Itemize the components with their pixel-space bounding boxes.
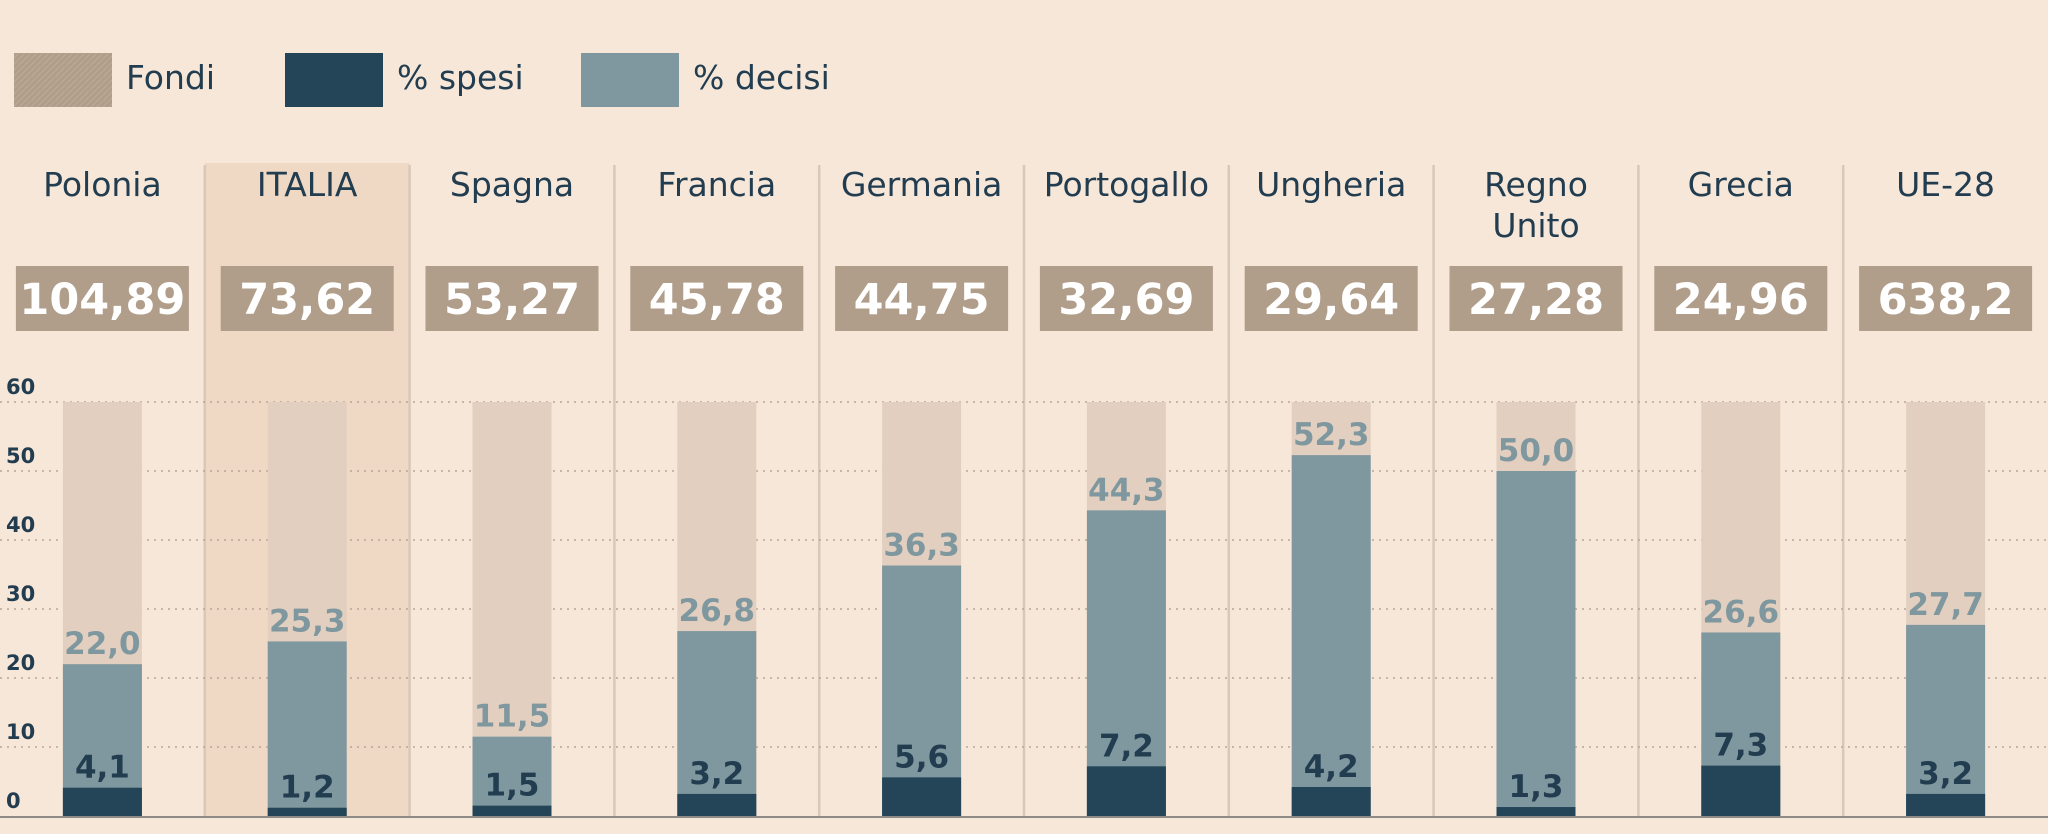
- fondi-box: [1244, 266, 1418, 331]
- category-label: Grecia: [1688, 165, 1794, 204]
- legend-swatch: [285, 53, 383, 107]
- fondi-value: 73,62: [239, 275, 375, 325]
- data-label-spesi: 3,2: [689, 756, 744, 792]
- fondi-box: [835, 266, 1009, 331]
- y-tick-label: 20: [6, 651, 35, 675]
- fondi-box: [1654, 266, 1828, 331]
- bar-decisi: [1291, 455, 1371, 816]
- data-label-decisi: 11,5: [474, 699, 551, 735]
- bar-decisi: [267, 641, 347, 816]
- y-tick-label: 50: [6, 444, 35, 468]
- bar-spesi: [1906, 793, 1986, 816]
- legend-swatch: [581, 53, 679, 107]
- bar-spesi: [62, 787, 142, 816]
- bar-spesi: [1291, 787, 1371, 816]
- fondi-value: 53,27: [444, 275, 580, 325]
- data-label-decisi: 50,0: [1498, 433, 1575, 469]
- data-label-spesi: 1,3: [1509, 769, 1564, 805]
- data-label-decisi: 26,6: [1703, 594, 1780, 630]
- fondi-box: [630, 266, 804, 331]
- fondi-value: 44,75: [854, 275, 990, 325]
- fondi-value: 29,64: [1263, 275, 1399, 325]
- category-label: Portogallo: [1044, 165, 1209, 204]
- bar-decisi: [1496, 471, 1576, 816]
- data-label-decisi: 22,0: [64, 626, 141, 662]
- bar-decisi: [882, 565, 962, 816]
- bar-spesi: [472, 805, 552, 816]
- legend-label: Fondi: [126, 58, 215, 97]
- fondi-box: [1039, 266, 1213, 331]
- data-label-decisi: 52,3: [1293, 417, 1370, 453]
- fondi-value: 24,96: [1673, 275, 1809, 325]
- fondi-value: 104,89: [19, 275, 185, 325]
- fondi-box: [220, 266, 394, 331]
- bar-decisi: [1906, 624, 1986, 816]
- y-tick-label: 30: [6, 582, 35, 606]
- data-label-spesi: 1,2: [280, 770, 335, 806]
- category-label: Ungheria: [1256, 165, 1406, 204]
- legend-label: % decisi: [693, 58, 830, 97]
- fondi-box: [15, 266, 189, 331]
- fondi-value: 45,78: [649, 275, 785, 325]
- data-label-decisi: 44,3: [1088, 472, 1165, 508]
- y-tick-label: 0: [6, 789, 21, 813]
- data-label-spesi: 4,1: [75, 750, 130, 786]
- fondi-value: 638,2: [1878, 275, 2014, 325]
- fondi-box: [1859, 266, 2033, 331]
- y-tick-label: 40: [6, 513, 35, 537]
- data-label-spesi: 5,6: [894, 739, 949, 775]
- y-tick-label: 10: [6, 720, 35, 744]
- legend-label: % spesi: [397, 58, 524, 97]
- data-label-spesi: 7,3: [1713, 728, 1768, 764]
- fondi-box: [425, 266, 599, 331]
- category-label: Spagna: [450, 165, 574, 204]
- category-label: Regno: [1484, 165, 1588, 204]
- fondi-box: [1449, 266, 1623, 331]
- legend-swatch: [14, 53, 112, 107]
- category-label: Germania: [841, 165, 1003, 204]
- bar-spesi: [882, 777, 962, 816]
- data-label-decisi: 26,8: [679, 593, 756, 629]
- category-label: UE-28: [1896, 165, 1995, 204]
- data-label-decisi: 25,3: [269, 603, 346, 639]
- bar-decisi: [677, 631, 757, 816]
- bar-spesi: [1701, 765, 1781, 816]
- data-label-decisi: 27,7: [1907, 587, 1984, 623]
- bar-spesi: [677, 793, 757, 816]
- data-label-decisi: 36,3: [883, 528, 960, 564]
- category-label: Francia: [657, 165, 776, 204]
- data-label-spesi: 1,5: [485, 768, 540, 804]
- data-label-spesi: 4,2: [1304, 749, 1359, 785]
- y-tick-label: 60: [6, 375, 35, 399]
- category-label: Polonia: [43, 165, 162, 204]
- data-label-spesi: 3,2: [1918, 756, 1973, 792]
- category-label: Unito: [1492, 206, 1579, 245]
- category-label: ITALIA: [257, 165, 358, 204]
- fondi-value: 27,28: [1468, 275, 1604, 325]
- bar-spesi: [1086, 766, 1166, 816]
- data-label-spesi: 7,2: [1099, 728, 1154, 764]
- bar-decisi: [1086, 510, 1166, 816]
- bar-spesi: [267, 807, 347, 816]
- bar-decisi: [472, 736, 552, 816]
- bar-spesi: [1496, 807, 1576, 816]
- fondi-value: 32,69: [1058, 275, 1194, 325]
